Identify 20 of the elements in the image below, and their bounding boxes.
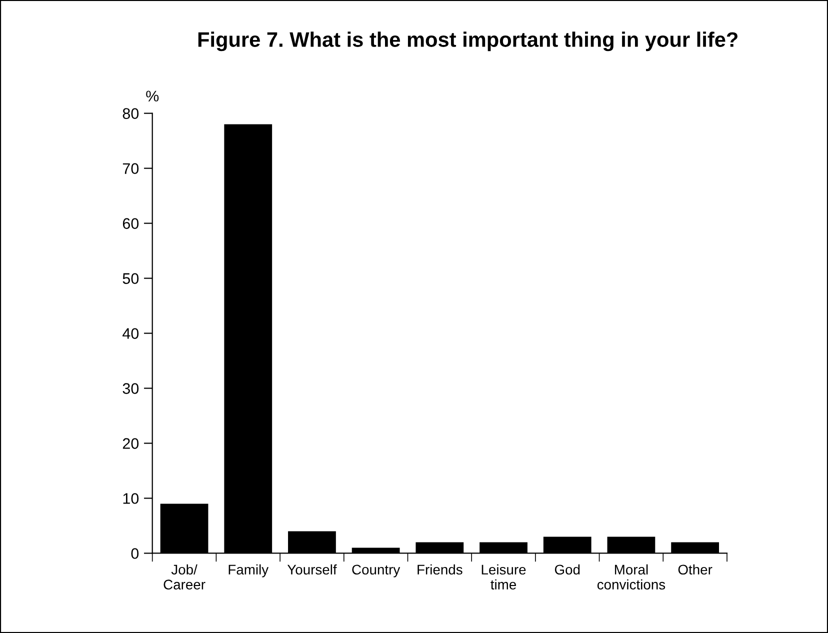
y-tick-label: 40 xyxy=(122,328,139,339)
x-tick-label: Moral convictions xyxy=(597,564,666,590)
y-tick-label: 20 xyxy=(122,438,139,449)
x-tick-label: Yourself xyxy=(287,564,337,575)
x-tick-label: Leisure time xyxy=(482,564,526,590)
y-tick-label: 10 xyxy=(123,493,139,504)
y-tick-label: 30 xyxy=(122,383,139,394)
x-tick-label: Other xyxy=(678,564,712,575)
x-tick-label: Country xyxy=(352,564,400,578)
y-tick-label: 0 xyxy=(131,548,139,559)
x-tick-label: God xyxy=(554,564,580,575)
y-tick-label: 80 xyxy=(122,108,139,119)
y-tick-label: 60 xyxy=(122,218,139,229)
y-axis-title: % xyxy=(146,90,159,102)
chart-title: Figure 7. What is the most important thing in your life? xyxy=(198,32,738,52)
x-tick-label: Friends xyxy=(418,564,462,575)
x-tick-label: Family xyxy=(228,564,269,578)
y-tick-label: 70 xyxy=(122,163,139,174)
y-tick-label: 50 xyxy=(122,273,139,284)
x-tick-label: Job/ Career xyxy=(164,564,206,590)
